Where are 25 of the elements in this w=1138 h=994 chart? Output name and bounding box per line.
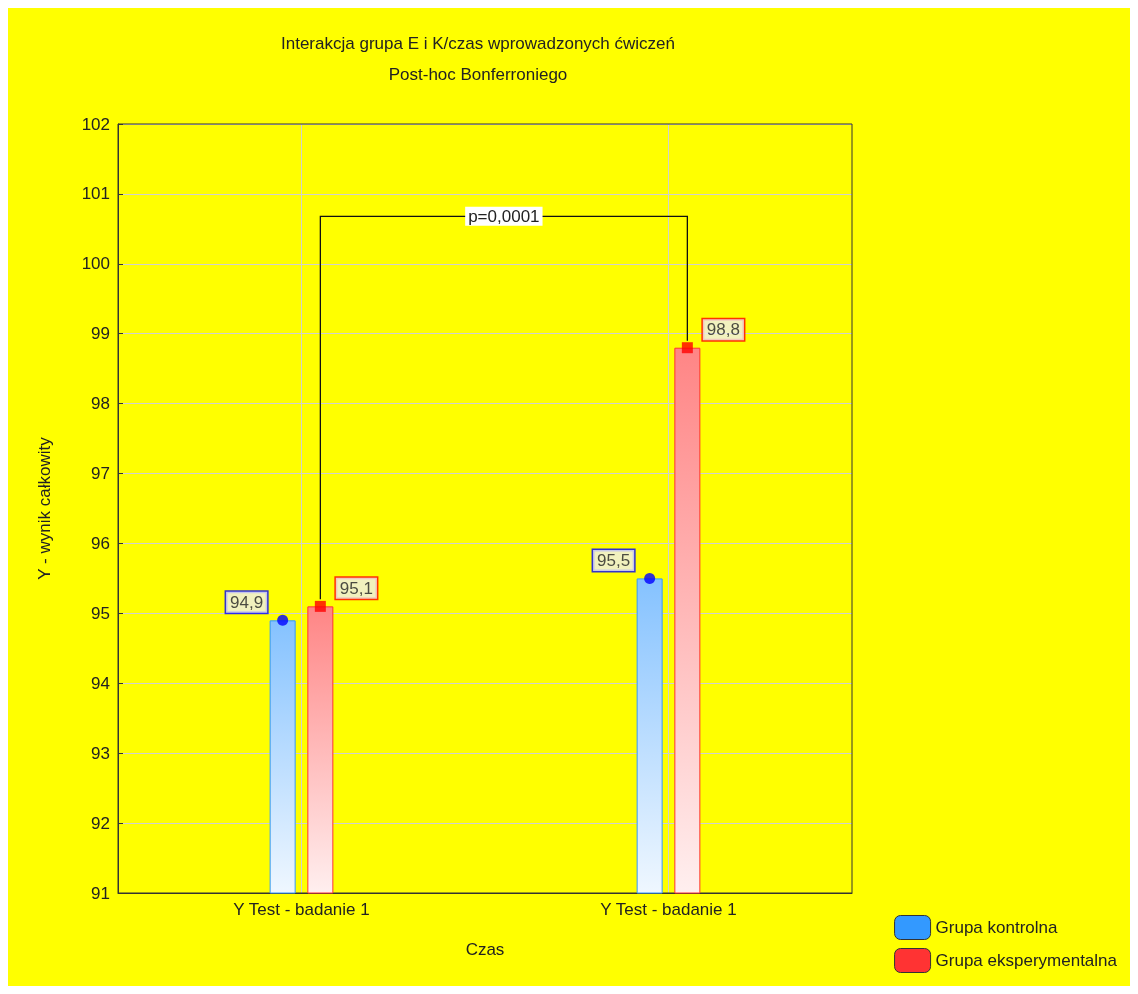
y-tick-label: 91: [91, 883, 110, 903]
legend-label: Grupa kontrolna: [935, 918, 1059, 937]
y-axis-title: Y - wynik całkowity: [35, 436, 54, 580]
y-tick-label: 93: [91, 743, 110, 763]
y-tick-label: 100: [81, 254, 110, 274]
data-label: 95,5: [597, 550, 631, 570]
legend-label: Grupa eksperymentalna: [935, 951, 1118, 970]
x-axis-title: Czas: [465, 940, 505, 959]
y-tick-label: 101: [81, 184, 110, 204]
y-tick-label: 94: [91, 673, 110, 693]
data-label: 95,1: [339, 578, 373, 598]
data-label: 94,9: [230, 592, 264, 612]
chart-subtitle: Post-hoc Bonferroniego: [388, 65, 568, 84]
chart-title: Interakcja grupa E i K/czas wprowadzonych ćwiczeń: [280, 34, 676, 53]
y-tick-label: 96: [91, 533, 110, 553]
y-tick-label: 102: [81, 114, 110, 134]
annotation: p=0,0001: [468, 206, 540, 226]
y-tick-label: 95: [91, 603, 110, 623]
data-label: 98,8: [706, 320, 740, 340]
y-tick-label: 98: [91, 394, 110, 414]
y-tick-label: 97: [91, 464, 110, 484]
x-tick-label: Y Test - badanie 1: [233, 900, 370, 919]
y-tick-label: 92: [91, 813, 110, 833]
y-tick-label: 99: [91, 324, 110, 344]
x-tick-label: Y Test - badanie 1: [600, 900, 737, 919]
